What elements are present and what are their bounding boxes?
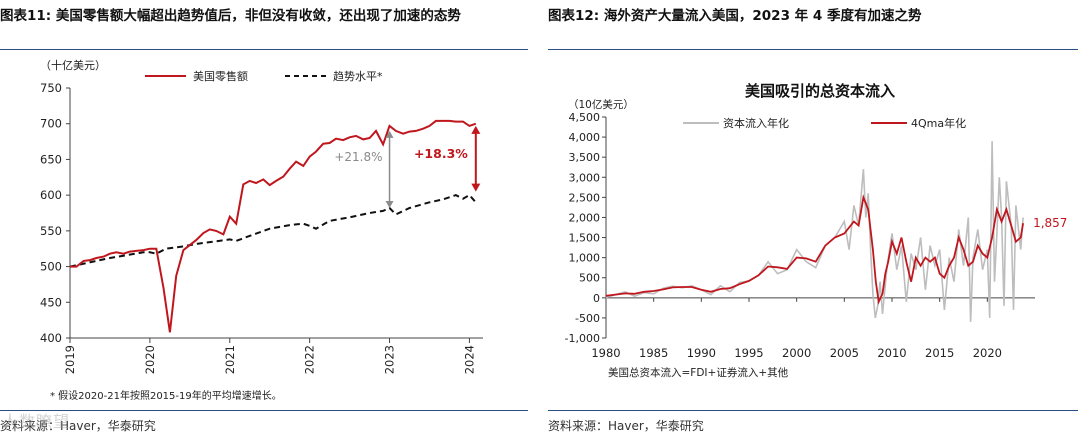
legend-label-retail: 美国零售额 — [193, 69, 248, 83]
annualized-inflow-line — [605, 141, 1024, 322]
figure-12-title: 图表12: 海外资产大量流入美国，2023 年 4 季度有加速之势 — [548, 8, 922, 24]
x-tick-label: 2020 — [143, 345, 157, 374]
red-arrow-head-up — [471, 125, 481, 134]
x-tick-label: 2020 — [973, 346, 1002, 360]
x-tick-label: 2021 — [223, 345, 237, 374]
x-tick-label: 1995 — [734, 346, 763, 360]
y-tick-label: -1,000 — [565, 332, 600, 345]
x-tick-label: 2019 — [63, 345, 77, 374]
end-value-label: 1,857 — [1033, 216, 1067, 230]
retail-sales-chart: （十亿美元） 400 450 500 550 600 650 700 750 2019 2020 20… — [40, 58, 483, 402]
red-annotation: +18.3% — [414, 146, 468, 161]
y-tick-label: 750 — [40, 81, 62, 95]
y-unit-label: （十亿美元） — [40, 58, 106, 72]
x-tick-label: 2023 — [383, 345, 397, 374]
gray-arrow-head-up — [385, 130, 394, 138]
x-tick-label: 1990 — [687, 346, 716, 360]
trend-line — [69, 193, 477, 268]
watermark: 人数瞭望 — [2, 412, 71, 431]
x-tick-label: 2024 — [462, 345, 476, 374]
title-rule — [0, 49, 528, 50]
gray-arrow-head-down — [385, 201, 394, 208]
retail-sales-line — [70, 119, 477, 333]
ma-inflow-line — [605, 194, 1024, 305]
y-tick-label: 650 — [40, 152, 62, 166]
x-tick-label: 2005 — [830, 346, 859, 360]
y-tick-label: 600 — [40, 188, 62, 202]
y-tick-label: 4,000 — [569, 131, 601, 144]
red-arrow-head-down — [471, 183, 481, 192]
y-tick-label: 4,500 — [569, 111, 601, 124]
x-tick-label: 2022 — [303, 345, 317, 374]
left-source: 资料来源：Haver，华泰研究 — [0, 419, 156, 433]
right-figure: 图表12: 海外资产大量流入美国，2023 年 4 季度有加速之势 美国吸引的总… — [548, 0, 1080, 439]
x-tick-label: 2000 — [782, 346, 811, 360]
y-tick-label: 400 — [40, 331, 62, 345]
y-tick-label: 450 — [40, 295, 62, 309]
footnote: * 假设2020-21年按照2015-19年的平均增速增长。 — [50, 389, 282, 402]
y-tick-label: 2,000 — [569, 211, 601, 224]
legend-label-ma: 4Qma年化 — [911, 116, 966, 130]
x-tick-label: 1985 — [639, 346, 668, 360]
legend-label-trend: 趋势水平* — [333, 70, 383, 83]
capital-inflow-chart: 美国吸引的总资本流入 （10亿美元） -1,000 -500 0 500 1,000 1,50… — [565, 82, 1068, 379]
title-rule — [548, 49, 1078, 50]
x-tick-label: 2015 — [925, 346, 954, 360]
y-tick-label: 0 — [593, 292, 600, 305]
y-tick-label: 1,500 — [569, 232, 601, 245]
legend-label-annualized: 资本流入年化 — [723, 116, 789, 130]
x-tick-label: 2010 — [877, 346, 906, 360]
y-tick-label: -500 — [575, 312, 600, 325]
source-rule — [548, 410, 1078, 411]
y-tick-label: 500 — [579, 272, 600, 285]
footnote: 美国总资本流入=FDI+证券流入+其他 — [608, 366, 789, 379]
chart-title: 美国吸引的总资本流入 — [745, 82, 895, 100]
left-figure: 图表11: 美国零售额大幅超出趋势值后，非但没有收敛，还出现了加速的态势 （十亿… — [0, 0, 530, 439]
y-tick-label: 1,000 — [569, 252, 601, 265]
y-tick-label: 500 — [40, 260, 62, 274]
right-source: 资料来源：Haver，华泰研究 — [548, 419, 704, 433]
x-tick-label: 1980 — [591, 346, 620, 360]
gray-annotation: +21.8% — [334, 150, 382, 164]
y-tick-label: 700 — [40, 117, 62, 131]
y-tick-label: 2,500 — [569, 191, 601, 204]
y-tick-label: 3,500 — [569, 151, 601, 164]
y-tick-label: 3,000 — [569, 171, 601, 184]
y-tick-label: 550 — [40, 224, 62, 238]
y-unit-label: （10亿美元） — [568, 98, 634, 111]
figure-11-title: 图表11: 美国零售额大幅超出趋势值后，非但没有收敛，还出现了加速的态势 — [0, 8, 461, 24]
source-rule — [0, 410, 528, 411]
